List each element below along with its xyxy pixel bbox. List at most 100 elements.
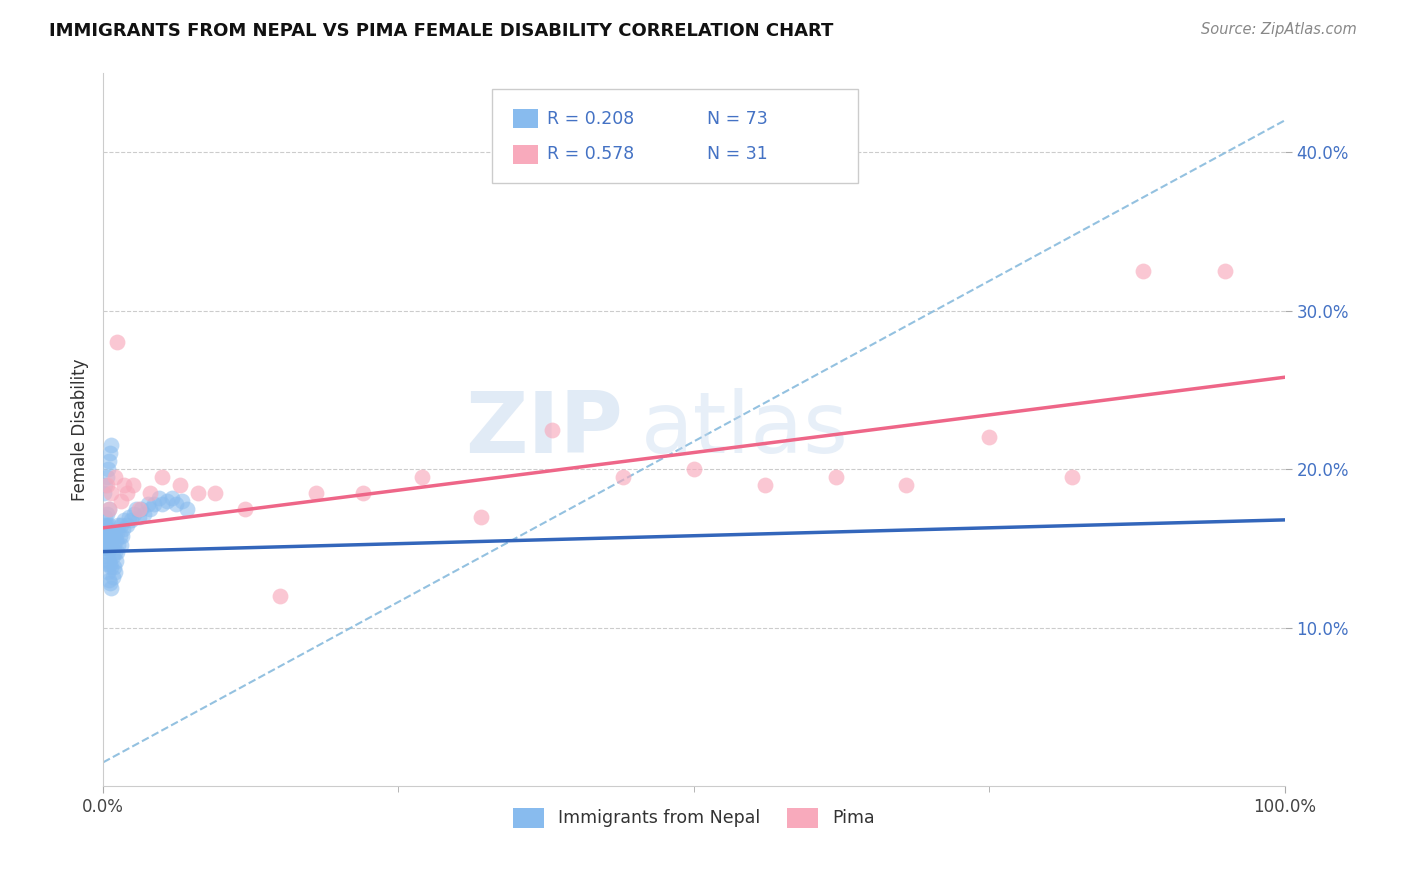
Point: [156, 494, 179, 508]
Point: [96, 558, 118, 572]
Text: R = 0.208: R = 0.208: [547, 110, 634, 128]
Y-axis label: Female Disability: Female Disability: [72, 359, 89, 500]
Point: [105, 335, 128, 350]
Point: [121, 478, 143, 492]
Point: [94, 533, 117, 548]
Point: [125, 501, 148, 516]
Point: [204, 486, 226, 500]
Point: [134, 507, 156, 521]
Point: [107, 517, 129, 532]
Point: [100, 560, 122, 574]
Point: [110, 538, 132, 552]
Point: [128, 501, 150, 516]
Point: [101, 549, 124, 564]
Point: [165, 497, 187, 511]
Point: [269, 589, 291, 603]
Point: [98, 558, 121, 572]
Point: [112, 513, 135, 527]
Point: [1132, 264, 1154, 278]
Point: [233, 501, 256, 516]
Point: [612, 470, 634, 484]
Point: [754, 478, 776, 492]
Point: [98, 454, 121, 468]
Point: [411, 470, 433, 484]
Point: [98, 554, 121, 568]
Point: [105, 554, 128, 568]
Point: [97, 565, 120, 579]
Point: [101, 530, 124, 544]
Text: IMMIGRANTS FROM NEPAL VS PIMA FEMALE DISABILITY CORRELATION CHART: IMMIGRANTS FROM NEPAL VS PIMA FEMALE DIS…: [49, 22, 834, 40]
Point: [94, 478, 117, 492]
Point: [110, 517, 132, 532]
Point: [98, 525, 121, 540]
Point: [470, 509, 492, 524]
Point: [172, 494, 194, 508]
Point: [98, 541, 121, 556]
Point: [100, 486, 122, 500]
Point: [105, 525, 128, 540]
Point: [93, 525, 115, 540]
Point: [129, 501, 152, 516]
Point: [305, 486, 328, 500]
Point: [94, 549, 117, 564]
Point: [96, 541, 118, 556]
Point: [98, 541, 121, 556]
Point: [97, 533, 120, 548]
Point: [128, 509, 150, 524]
Point: [115, 486, 138, 500]
Point: [896, 478, 918, 492]
Point: [97, 462, 120, 476]
Point: [176, 501, 198, 516]
Point: [94, 509, 117, 524]
Point: [979, 430, 1001, 444]
Point: [93, 486, 115, 500]
Point: [101, 570, 124, 584]
Point: [105, 544, 128, 558]
Point: [97, 522, 120, 536]
Point: [98, 573, 121, 587]
Point: [112, 522, 135, 536]
Point: [100, 538, 122, 552]
Point: [136, 497, 159, 511]
Point: [107, 538, 129, 552]
Point: [682, 462, 704, 476]
Point: [98, 576, 121, 591]
Point: [148, 491, 170, 505]
Point: [98, 529, 121, 543]
Legend: Immigrants from Nepal, Pima: Immigrants from Nepal, Pima: [506, 800, 882, 835]
Point: [115, 517, 138, 532]
Point: [1215, 264, 1237, 278]
Point: [139, 486, 162, 500]
Point: [104, 525, 127, 540]
Point: [100, 581, 122, 595]
Point: [352, 486, 374, 500]
Point: [121, 513, 143, 527]
Text: R = 0.578: R = 0.578: [547, 145, 634, 163]
Point: [1060, 470, 1083, 484]
Point: [187, 486, 209, 500]
Point: [139, 501, 162, 516]
Point: [110, 494, 132, 508]
Point: [541, 423, 564, 437]
Text: Source: ZipAtlas.com: Source: ZipAtlas.com: [1201, 22, 1357, 37]
Point: [98, 517, 121, 532]
Point: [112, 478, 135, 492]
Point: [122, 507, 145, 521]
Point: [108, 529, 131, 543]
Point: [96, 478, 118, 492]
Point: [98, 501, 121, 516]
Point: [103, 560, 125, 574]
Point: [98, 446, 121, 460]
Point: [96, 507, 118, 521]
Point: [97, 544, 120, 558]
Point: [105, 533, 128, 548]
Point: [96, 470, 118, 484]
Point: [104, 565, 127, 579]
Point: [94, 517, 117, 532]
Point: [111, 529, 134, 543]
Point: [96, 529, 118, 543]
Point: [103, 538, 125, 552]
Point: [104, 544, 127, 558]
Point: [142, 497, 165, 511]
Point: [93, 541, 115, 556]
